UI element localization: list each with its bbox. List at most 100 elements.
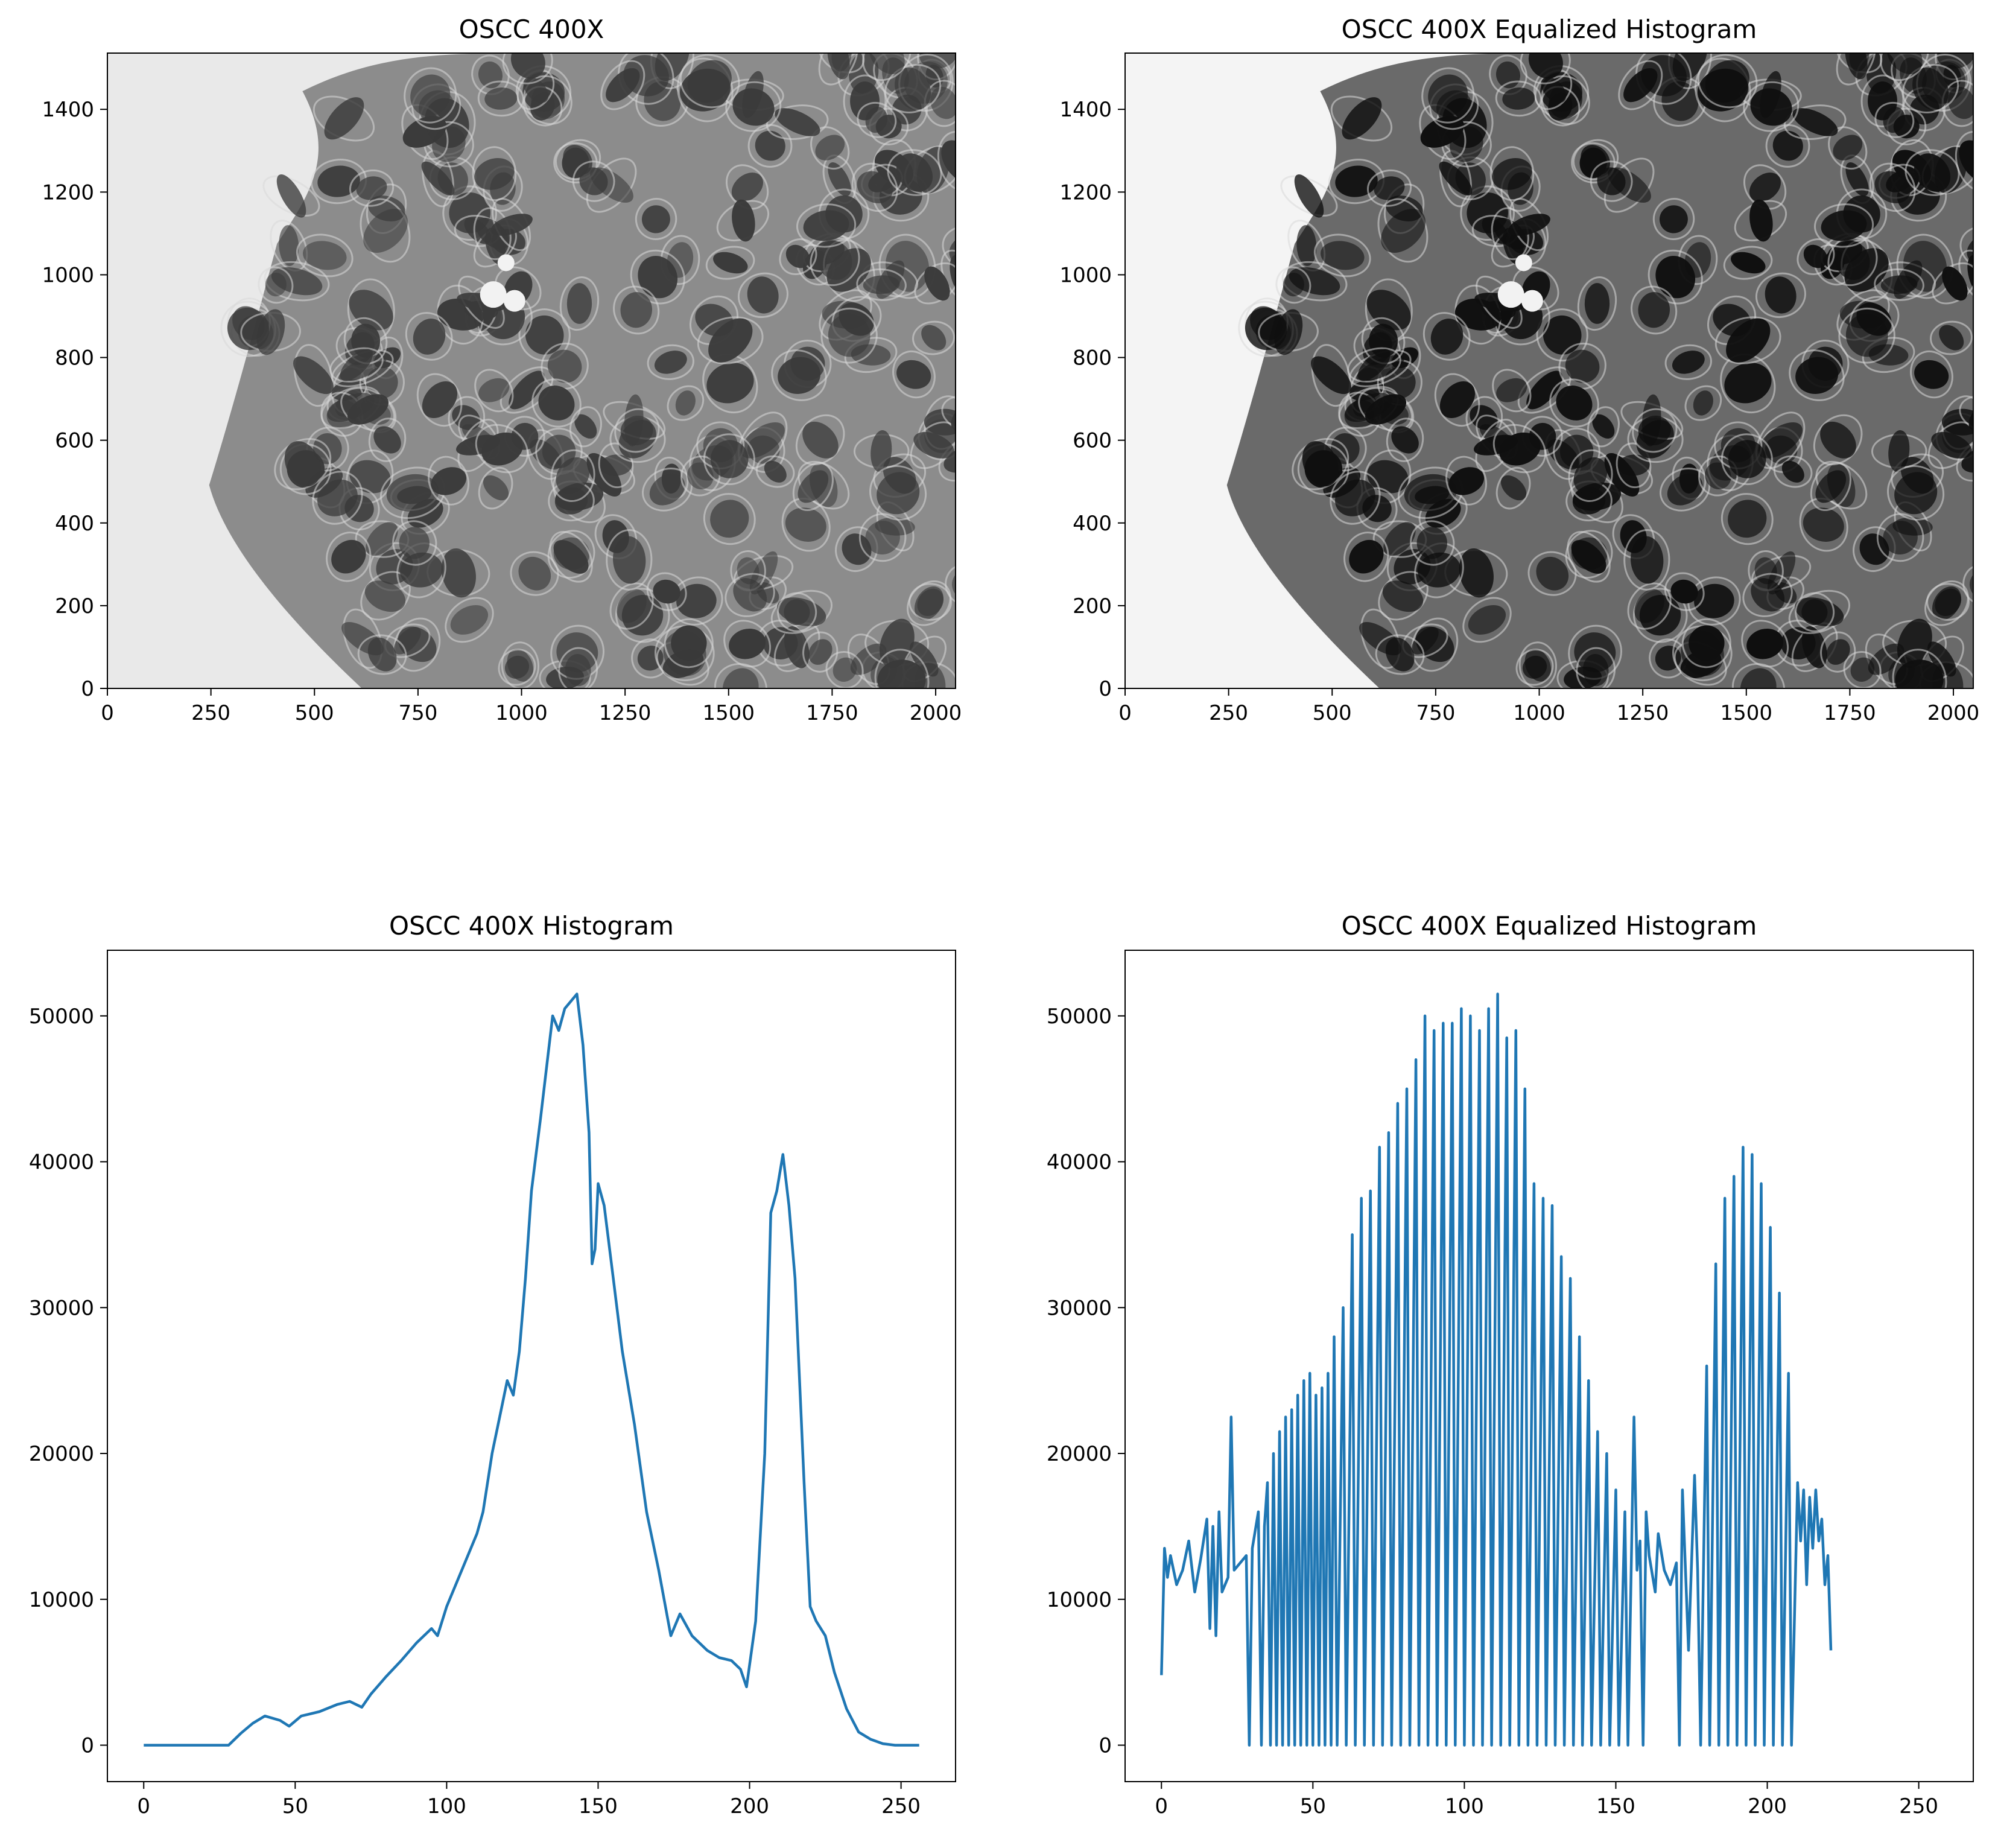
cell-nucleus bbox=[865, 521, 900, 554]
cell-membrane bbox=[312, 471, 363, 525]
cell-membrane bbox=[349, 169, 395, 207]
axes-frame bbox=[1124, 52, 1974, 689]
cell-nucleus bbox=[1420, 116, 1464, 148]
cell-membrane bbox=[504, 416, 545, 457]
cell-nucleus bbox=[474, 157, 515, 190]
cell-membrane bbox=[1495, 466, 1531, 510]
cell-nucleus bbox=[641, 205, 670, 233]
cell-nucleus bbox=[1321, 241, 1365, 270]
cell-nucleus bbox=[1366, 290, 1411, 331]
cell-nucleus bbox=[1749, 173, 1781, 202]
cell-membrane bbox=[1627, 582, 1672, 630]
cell-nucleus bbox=[815, 135, 845, 160]
cell-membrane bbox=[550, 624, 605, 680]
cell-nucleus bbox=[620, 415, 653, 445]
cell-membrane bbox=[368, 418, 407, 462]
cell-nucleus bbox=[1418, 552, 1461, 588]
cell-membrane bbox=[472, 146, 517, 202]
cell-membrane bbox=[1558, 342, 1606, 390]
cell-membrane bbox=[646, 572, 687, 611]
cell-nucleus bbox=[1801, 599, 1828, 626]
cell-nucleus bbox=[1468, 605, 1506, 635]
cell-nucleus bbox=[871, 430, 892, 472]
cell-nucleus bbox=[803, 210, 849, 241]
cell-membrane bbox=[405, 312, 453, 361]
cell-nucleus bbox=[579, 167, 608, 195]
cell-membrane bbox=[858, 513, 907, 562]
cell-nucleus bbox=[1274, 309, 1303, 355]
cell-membrane bbox=[392, 520, 437, 566]
cell-nucleus bbox=[413, 319, 446, 355]
cell-membrane bbox=[1343, 532, 1389, 582]
cell-nucleus bbox=[910, 641, 939, 677]
cell-nucleus bbox=[1726, 318, 1771, 363]
cell-nucleus bbox=[553, 540, 589, 574]
cell-nucleus bbox=[1565, 349, 1600, 383]
cell-membrane bbox=[559, 276, 600, 331]
y-tick-label: 50000 bbox=[1047, 1005, 1112, 1029]
cell-membrane bbox=[326, 532, 372, 582]
cell-nucleus bbox=[1931, 431, 1972, 459]
cell-nucleus bbox=[1897, 618, 1932, 668]
cell-nucleus bbox=[1939, 325, 1964, 351]
cell-nucleus bbox=[828, 162, 851, 197]
cell-nucleus bbox=[1731, 252, 1766, 274]
cell-nucleus bbox=[1792, 108, 1838, 136]
cell-membrane bbox=[1631, 285, 1678, 335]
y-tick-label: 20000 bbox=[1047, 1442, 1112, 1466]
cell-nucleus bbox=[1342, 97, 1382, 140]
y-tick-label: 20000 bbox=[29, 1442, 94, 1466]
cell-nucleus bbox=[1765, 276, 1797, 314]
cell-membrane bbox=[874, 649, 930, 688]
cell-nucleus bbox=[1655, 256, 1696, 299]
cell-membrane bbox=[747, 124, 793, 168]
cell-membrane bbox=[1910, 350, 1953, 399]
cell-membrane bbox=[1789, 349, 1845, 401]
cell-membrane bbox=[396, 542, 446, 599]
cell-nucleus bbox=[400, 552, 443, 588]
cell-nucleus bbox=[1927, 641, 1956, 677]
cell-nucleus bbox=[865, 107, 888, 133]
cell-membrane bbox=[550, 449, 595, 503]
cell-nucleus bbox=[1781, 460, 1804, 483]
cell-nucleus bbox=[538, 386, 575, 421]
cell-nucleus bbox=[785, 244, 810, 268]
cell-nucleus bbox=[1508, 214, 1550, 236]
cell-nucleus bbox=[784, 599, 810, 626]
cell-membrane bbox=[1959, 225, 1973, 272]
y-tick-label: 0 bbox=[1099, 677, 1112, 701]
y-tick-label: 800 bbox=[55, 346, 94, 370]
cell-nucleus bbox=[1659, 205, 1688, 233]
cell-nucleus bbox=[1439, 161, 1473, 196]
x-tick-label: 1750 bbox=[806, 701, 858, 725]
cell-nucleus bbox=[481, 432, 523, 466]
cell-membrane bbox=[1743, 81, 1800, 132]
x-tick-label: 100 bbox=[427, 1794, 466, 1818]
cell-membrane bbox=[547, 530, 595, 579]
cell-membrane bbox=[823, 239, 875, 302]
cell-nucleus bbox=[1349, 539, 1384, 574]
cell-nucleus bbox=[367, 637, 397, 672]
cell-nucleus bbox=[1803, 244, 1828, 268]
x-tick-label: 1000 bbox=[495, 701, 548, 725]
cell-nucleus bbox=[879, 618, 915, 668]
y-tick-label: 1200 bbox=[1059, 180, 1112, 205]
cell-membrane bbox=[541, 342, 589, 390]
cell-nucleus bbox=[1391, 426, 1419, 454]
cell-nucleus bbox=[450, 605, 489, 635]
cell-membrane bbox=[600, 60, 645, 110]
cell-membrane bbox=[478, 466, 513, 510]
cell-nucleus bbox=[1623, 68, 1658, 103]
histogram-line bbox=[1160, 992, 1833, 1747]
x-tick-label: 500 bbox=[1313, 701, 1352, 725]
axes-frame bbox=[107, 52, 956, 689]
cell-nucleus bbox=[731, 173, 763, 202]
cell-membrane bbox=[1520, 53, 1571, 84]
cell-membrane bbox=[1853, 526, 1896, 572]
cell-membrane bbox=[1935, 412, 1973, 461]
vacuole bbox=[1497, 281, 1524, 308]
cell-nucleus bbox=[1845, 313, 1888, 357]
cell-nucleus bbox=[547, 349, 582, 383]
cell-nucleus bbox=[1430, 319, 1464, 355]
cell-membrane bbox=[1820, 631, 1856, 673]
